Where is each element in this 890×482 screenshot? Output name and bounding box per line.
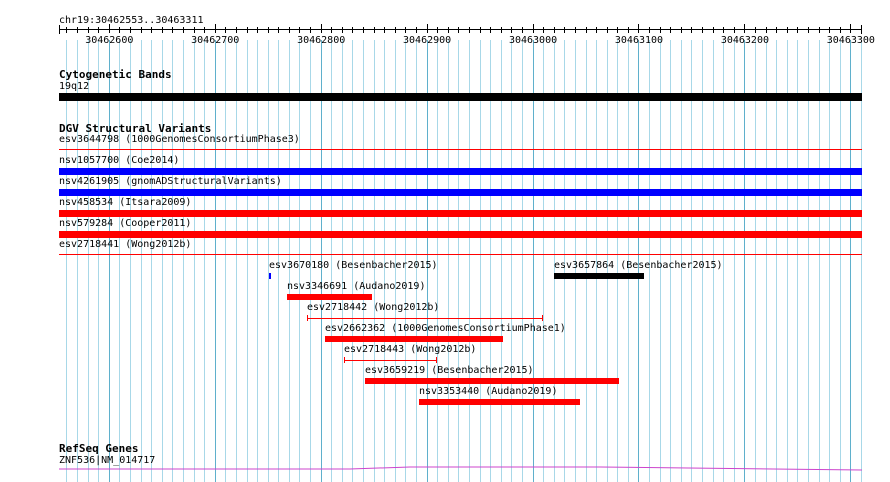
dgv-variant-label: nsv4261905 (gnomADStructuralVariants) [59, 176, 282, 187]
dgv-variant-label: esv3659219 (Besenbacher2015) [365, 365, 534, 376]
cytoband-track-title: Cytogenetic Bands [59, 68, 172, 81]
dgv-variant-label: nsv579284 (Cooper2011) [59, 218, 192, 229]
dgv-variant-feature[interactable] [344, 357, 437, 363]
dgv-variant-feature[interactable] [365, 378, 619, 384]
dgv-variant-feature[interactable] [59, 149, 862, 150]
cytoband-feature[interactable] [59, 93, 862, 101]
dgv-variant-feature[interactable] [59, 254, 862, 255]
dgv-variant-feature[interactable] [59, 189, 862, 196]
ruler-tick-label: 30463200 [720, 35, 769, 46]
dgv-variant-feature[interactable] [325, 336, 503, 342]
dgv-variant-feature[interactable] [307, 315, 543, 321]
dgv-variant-label: esv3657864 (Besenbacher2015) [554, 260, 723, 271]
dgv-variant-label: nsv1057700 (Coe2014) [59, 155, 180, 166]
dgv-variant-label: esv2718441 (Wong2012b) [59, 239, 192, 250]
dgv-variant-feature[interactable] [554, 273, 644, 279]
dgv-variant-label: esv3644798 (1000GenomesConsortiumPhase3) [59, 134, 300, 145]
dgv-variant-feature[interactable] [269, 273, 271, 279]
ruler-tick-label: 30463300 [826, 35, 875, 46]
dgv-variant-label: esv2718443 (Wong2012b) [344, 344, 477, 355]
dgv-variant-feature[interactable] [287, 294, 372, 300]
refseq-track-title: RefSeq Genes [59, 442, 139, 455]
dgv-variant-feature[interactable] [59, 231, 862, 238]
ruler-tick-label: 30462600 [85, 35, 134, 46]
refseq-gene-label: ZNF536|NM_014717 [59, 455, 156, 466]
ruler-tick-label: 30462900 [403, 35, 452, 46]
ruler-tick-label: 30463000 [508, 35, 558, 46]
cytoband-label: 19q12 [59, 81, 90, 92]
dgv-variant-feature[interactable] [419, 399, 580, 405]
refseq-gene-line[interactable] [59, 466, 863, 471]
ruler-tick-label: 30463100 [614, 35, 664, 46]
dgv-variant-label: esv3670180 (Besenbacher2015) [269, 260, 438, 271]
dgv-variant-label: esv2662362 (1000GenomesConsortiumPhase1) [325, 323, 566, 334]
dgv-variant-label: esv2718442 (Wong2012b) [307, 302, 440, 313]
dgv-variant-label: nsv458534 (Itsara2009) [59, 197, 192, 208]
dgv-variant-feature[interactable] [59, 210, 862, 217]
dgv-variant-label: nsv3353440 (Audano2019) [419, 386, 558, 397]
dgv-variant-feature[interactable] [59, 168, 862, 175]
dgv-track-title: DGV Structural Variants [59, 122, 212, 135]
location-label: chr19:30462553..30463311 [59, 15, 204, 26]
ruler-tick-label: 30462700 [191, 35, 240, 46]
dgv-variant-label: nsv3346691 (Audano2019) [287, 281, 426, 292]
ruler-tick-label: 30462800 [297, 35, 346, 46]
